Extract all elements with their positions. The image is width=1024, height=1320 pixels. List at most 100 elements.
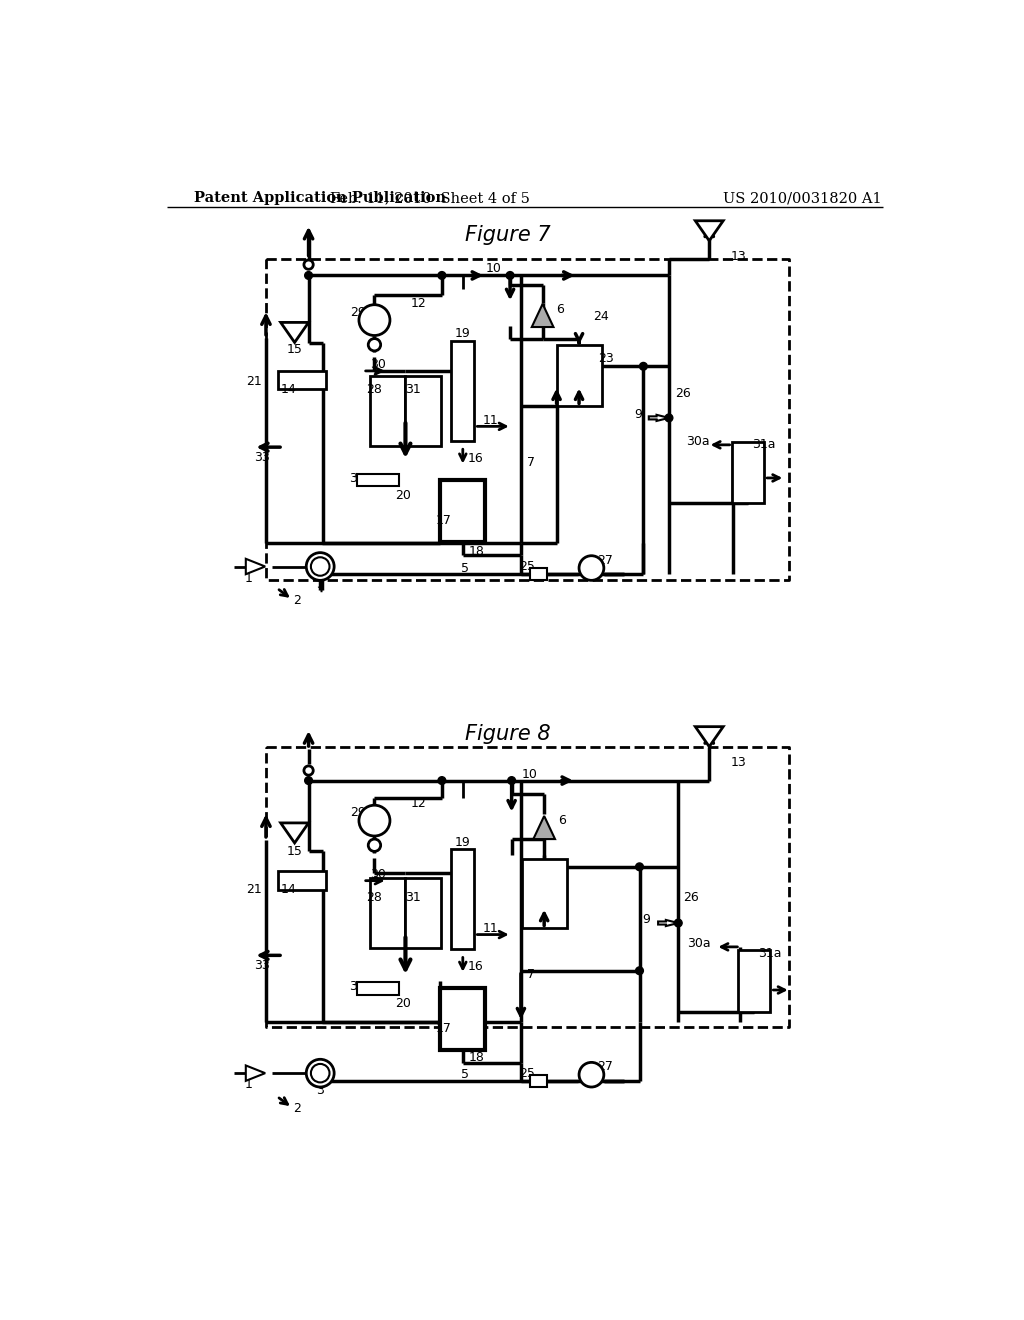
Text: 11: 11 xyxy=(483,413,499,426)
Circle shape xyxy=(640,363,647,370)
Bar xyxy=(440,989,485,1051)
Text: 28: 28 xyxy=(367,383,382,396)
Text: 3: 3 xyxy=(316,1084,325,1097)
Circle shape xyxy=(506,272,514,280)
Text: 33: 33 xyxy=(254,450,270,463)
Circle shape xyxy=(305,776,312,784)
Text: 25: 25 xyxy=(519,1067,536,1080)
Polygon shape xyxy=(281,322,308,342)
Text: 13: 13 xyxy=(731,251,746,264)
Circle shape xyxy=(579,556,604,581)
Polygon shape xyxy=(695,726,723,747)
Circle shape xyxy=(675,919,682,927)
Circle shape xyxy=(304,260,313,269)
Text: 7: 7 xyxy=(527,455,535,469)
Bar xyxy=(440,480,485,543)
Polygon shape xyxy=(695,220,723,240)
Text: 17: 17 xyxy=(435,513,452,527)
Text: 27: 27 xyxy=(597,554,613,566)
Circle shape xyxy=(305,272,312,280)
Text: 29: 29 xyxy=(350,306,366,319)
Text: 3: 3 xyxy=(316,578,325,591)
Text: 11: 11 xyxy=(483,921,499,935)
Bar xyxy=(452,341,474,441)
Bar xyxy=(530,568,547,581)
Circle shape xyxy=(359,805,390,836)
Text: 24: 24 xyxy=(593,310,608,323)
Polygon shape xyxy=(281,822,308,843)
Text: 17: 17 xyxy=(435,1022,452,1035)
Circle shape xyxy=(508,776,515,784)
Text: US 2010/0031820 A1: US 2010/0031820 A1 xyxy=(723,191,882,206)
Text: 18: 18 xyxy=(469,545,484,557)
Bar xyxy=(452,849,474,949)
Text: 20: 20 xyxy=(395,490,411,502)
Polygon shape xyxy=(534,816,555,840)
Text: 13: 13 xyxy=(731,756,746,770)
Polygon shape xyxy=(246,1065,265,1081)
Text: 29: 29 xyxy=(350,807,366,820)
Text: 5: 5 xyxy=(461,561,469,574)
Text: 26: 26 xyxy=(683,891,698,904)
Circle shape xyxy=(636,966,643,974)
Bar xyxy=(530,1074,547,1088)
Bar xyxy=(521,859,566,928)
Text: 27: 27 xyxy=(597,1060,613,1073)
Bar xyxy=(732,442,764,503)
Text: 19: 19 xyxy=(455,836,471,849)
Text: 9: 9 xyxy=(642,912,649,925)
Text: 31: 31 xyxy=(406,891,421,904)
Circle shape xyxy=(304,766,313,775)
Polygon shape xyxy=(246,558,265,574)
Text: 28: 28 xyxy=(367,891,382,904)
Text: 14: 14 xyxy=(281,383,296,396)
Text: 15: 15 xyxy=(287,845,302,858)
Circle shape xyxy=(369,840,381,851)
Text: 33: 33 xyxy=(254,958,270,972)
Text: 26: 26 xyxy=(675,387,691,400)
Text: 16: 16 xyxy=(467,961,483,973)
Text: Patent Application Publication: Patent Application Publication xyxy=(194,191,445,206)
Text: 16: 16 xyxy=(467,453,483,465)
Bar xyxy=(370,376,406,446)
Text: 30: 30 xyxy=(371,869,386,880)
Text: 10: 10 xyxy=(485,261,502,275)
Text: 19: 19 xyxy=(455,327,471,341)
Text: 6: 6 xyxy=(556,302,564,315)
Bar xyxy=(406,376,441,446)
Bar xyxy=(357,474,399,487)
Text: 31a: 31a xyxy=(752,438,775,451)
Text: 31a: 31a xyxy=(758,946,781,960)
Text: 25: 25 xyxy=(519,560,536,573)
Text: 14: 14 xyxy=(281,883,296,896)
Text: 21: 21 xyxy=(246,375,261,388)
Bar xyxy=(279,871,327,890)
Circle shape xyxy=(359,305,390,335)
Bar xyxy=(279,371,327,389)
Circle shape xyxy=(579,1063,604,1088)
Text: 30a: 30a xyxy=(687,937,711,950)
Circle shape xyxy=(311,1064,330,1082)
Text: 30: 30 xyxy=(371,358,386,371)
Circle shape xyxy=(438,272,445,280)
Circle shape xyxy=(438,776,445,784)
Text: 20: 20 xyxy=(395,998,411,1010)
Text: 12: 12 xyxy=(411,797,427,810)
Circle shape xyxy=(311,557,330,576)
Bar xyxy=(557,345,601,407)
Polygon shape xyxy=(658,920,678,927)
Text: 1: 1 xyxy=(244,1078,252,1092)
Text: 30a: 30a xyxy=(686,436,710,449)
Circle shape xyxy=(306,553,334,581)
Text: 9: 9 xyxy=(634,408,642,421)
Text: Figure 7: Figure 7 xyxy=(465,226,551,246)
Text: 2: 2 xyxy=(293,594,301,607)
Bar xyxy=(738,950,770,1011)
Text: 32: 32 xyxy=(349,981,365,994)
Text: 6: 6 xyxy=(558,814,566,828)
Text: Figure 8: Figure 8 xyxy=(465,725,551,744)
Text: 2: 2 xyxy=(293,1102,301,1115)
Text: Feb. 11, 2010  Sheet 4 of 5: Feb. 11, 2010 Sheet 4 of 5 xyxy=(331,191,530,206)
Text: 32: 32 xyxy=(349,473,365,486)
Text: 21: 21 xyxy=(246,883,261,896)
